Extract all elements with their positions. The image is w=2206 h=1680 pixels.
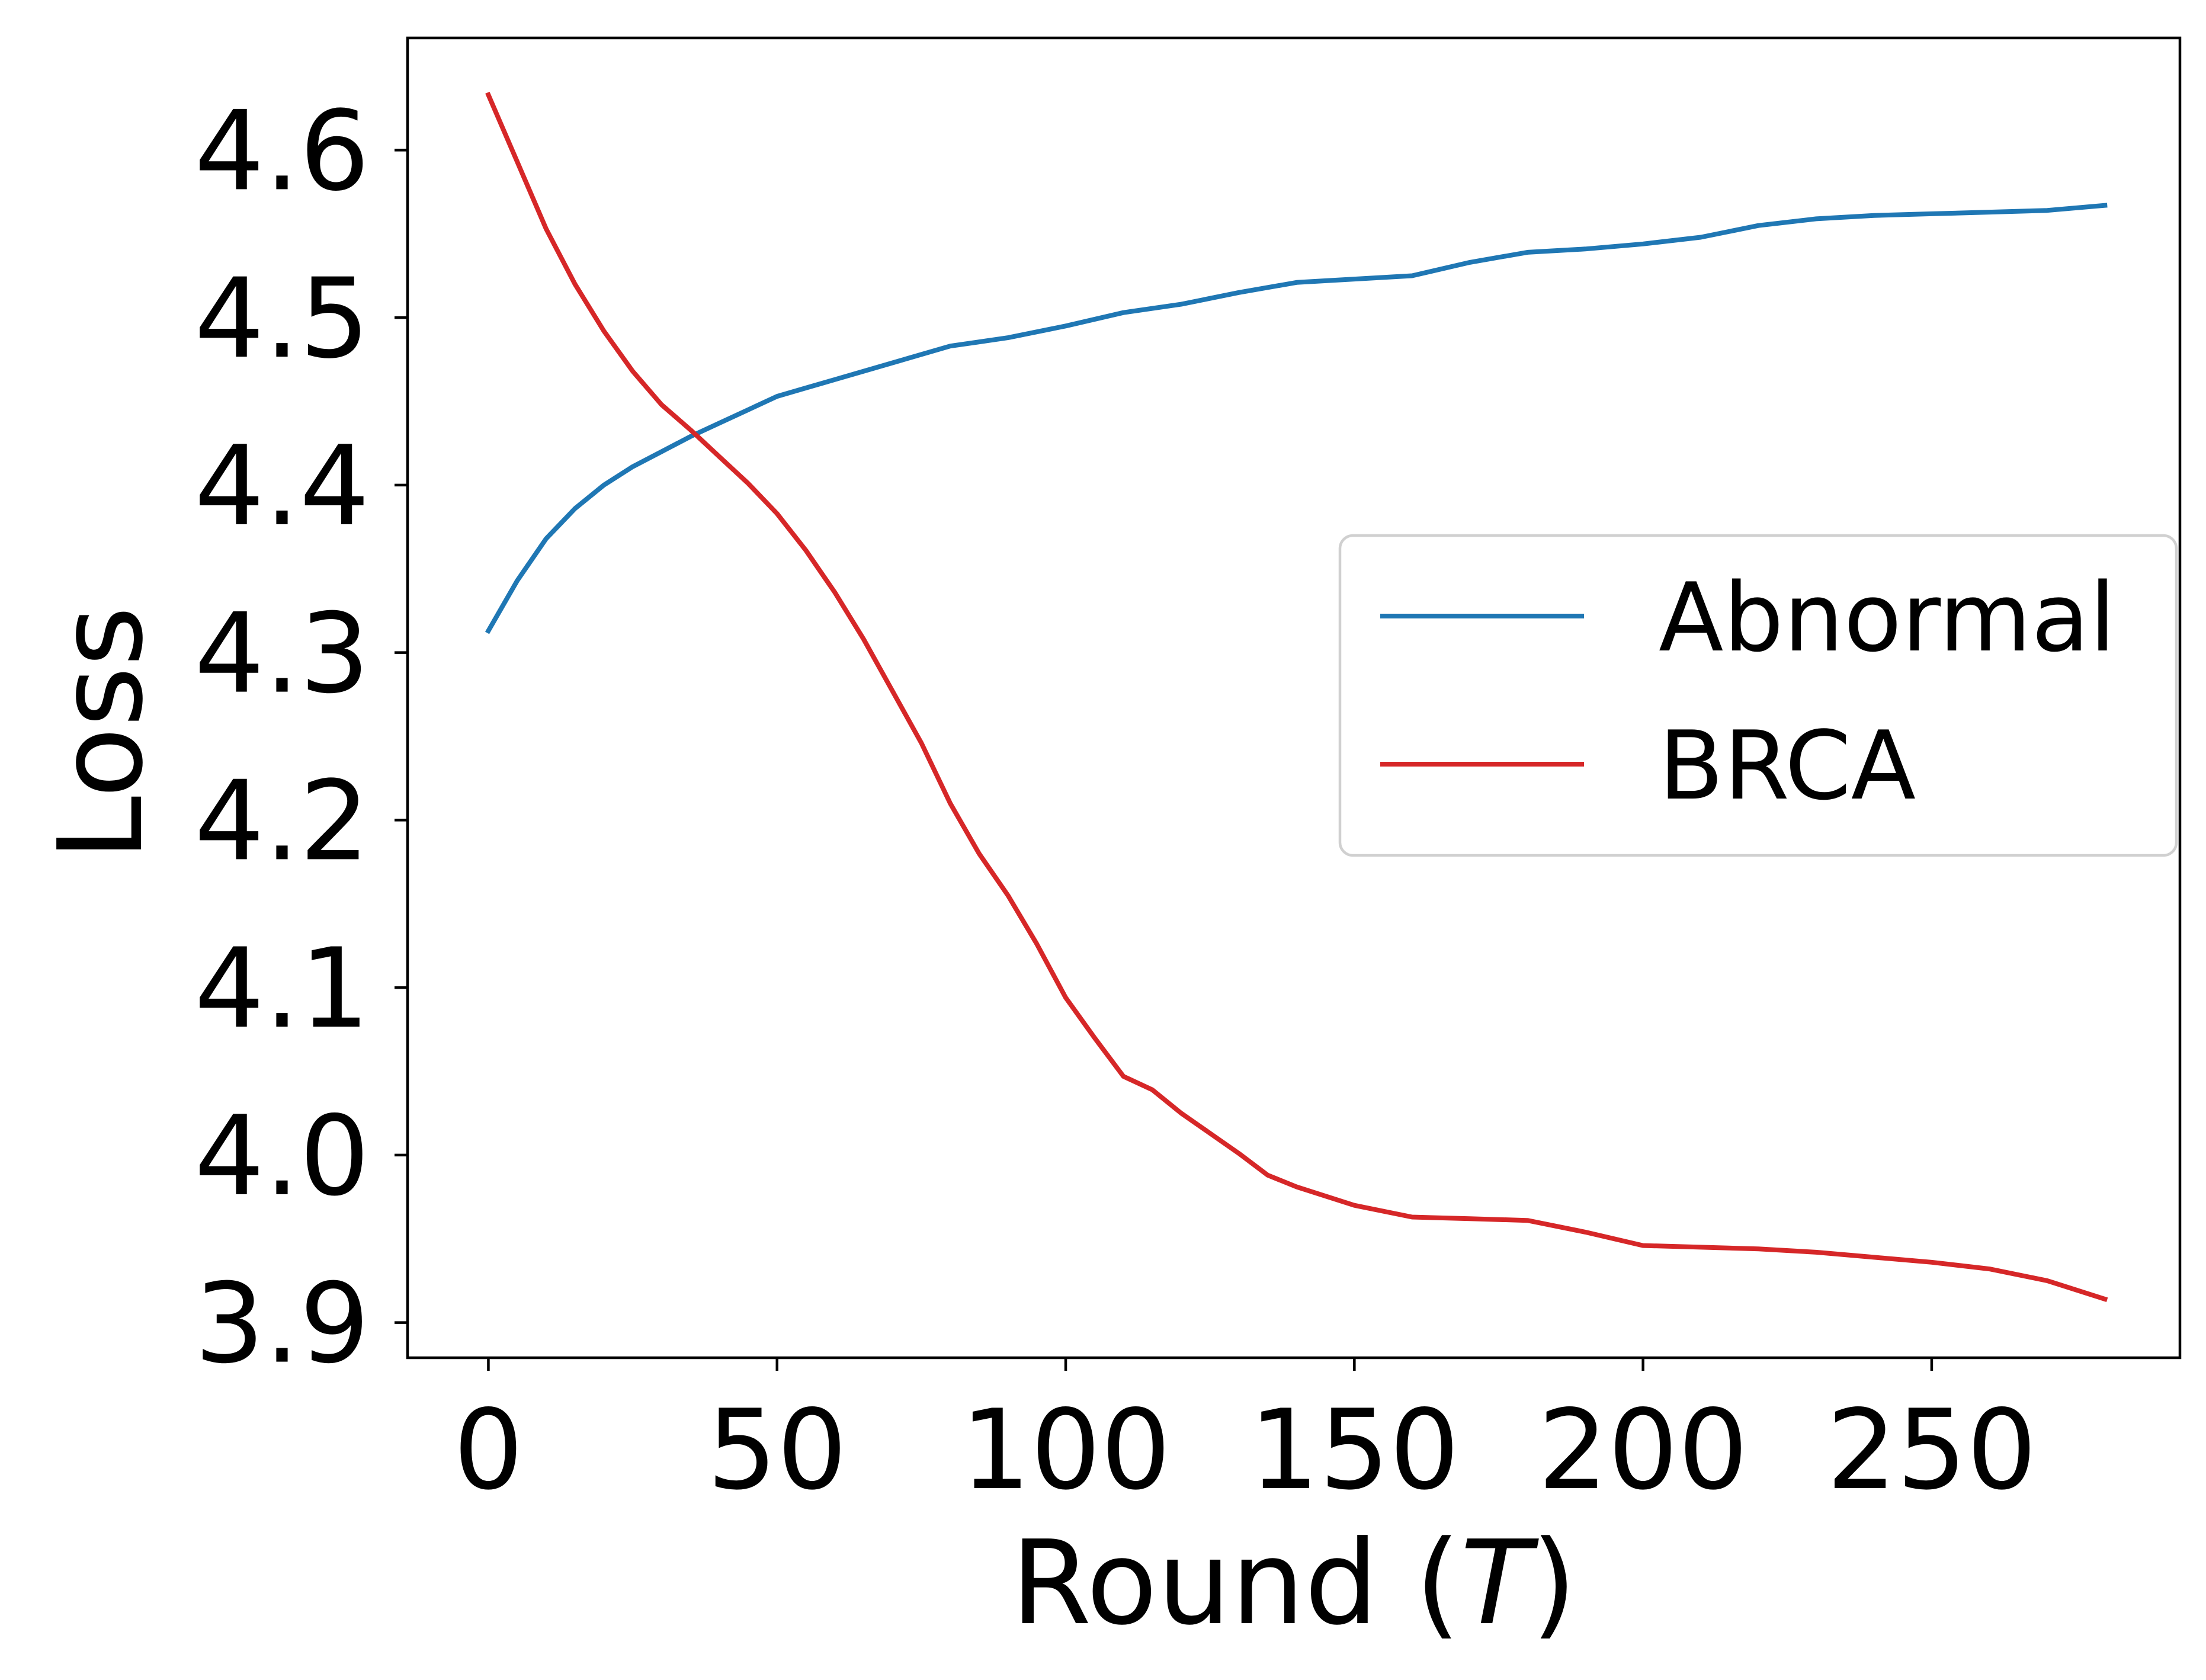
y-tick-label: 4.5 — [194, 254, 370, 383]
x-tick-label: 100 — [961, 1386, 1171, 1514]
y-tick-label: 4.2 — [194, 756, 370, 885]
series-line-brca — [485, 91, 2108, 1303]
x-axis-title-variable: T — [1460, 1516, 1539, 1651]
x-tick-label: 250 — [1826, 1386, 2037, 1514]
x-tick-label: 150 — [1249, 1386, 1460, 1514]
y-tick-label: 4.4 — [194, 422, 370, 550]
y-tick-label: 4.1 — [194, 924, 370, 1053]
x-axis-title-close: ) — [1531, 1516, 1576, 1651]
y-tick-label: 3.9 — [194, 1259, 370, 1388]
tick-layer: 0 50 100 150 200 250 3.9 4.0 4.1 4.2 4.3 4.4 4.5 4.6 — [194, 86, 2037, 1514]
y-tick-label: 4.3 — [194, 589, 370, 718]
plot-frame — [406, 36, 2182, 1360]
x-axis-title: Round (T) — [1011, 1516, 1576, 1651]
series-line-abnormal — [485, 203, 2108, 634]
x-tick-label: 200 — [1538, 1386, 1748, 1514]
legend: Abnormal BRCA — [1338, 534, 2178, 857]
legend-label-brca: BRCA — [1659, 710, 1916, 821]
plot-layer — [485, 91, 2108, 1303]
y-tick-label: 4.6 — [194, 86, 370, 215]
y-axis-title: Loss — [34, 606, 169, 861]
legend-label-abnormal: Abnormal — [1659, 562, 2116, 673]
x-tick-label: 0 — [453, 1386, 523, 1514]
y-tick-label: 4.0 — [194, 1092, 370, 1220]
x-tick-label: 50 — [707, 1386, 847, 1514]
x-axis-title-text: Round ( — [1011, 1516, 1460, 1651]
